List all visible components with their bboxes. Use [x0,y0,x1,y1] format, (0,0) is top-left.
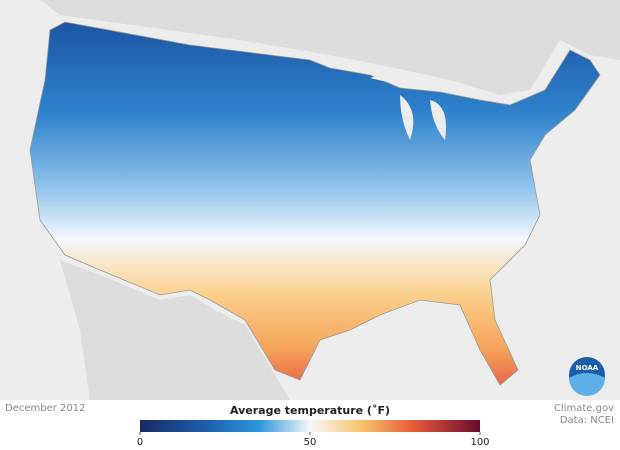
canada [0,0,620,95]
legend-title: Average temperature (˚F) [230,404,390,417]
logo-text: NOAA [576,364,599,372]
legend-tick-label: 0 [137,437,143,448]
noaa-logo: NOAA [569,357,605,396]
data-credit: Data: NCEI [560,415,614,426]
legend-tick-label: 100 [470,437,489,448]
color-scale [140,420,480,432]
great-lakes [370,73,446,140]
date-label: December 2012 [5,403,85,414]
source-credit: Climate.gov [554,403,614,414]
us-temperature-map [29,21,601,386]
legend-tick-label: 50 [304,437,317,448]
mexico [60,260,290,400]
logo-wave [569,373,605,396]
